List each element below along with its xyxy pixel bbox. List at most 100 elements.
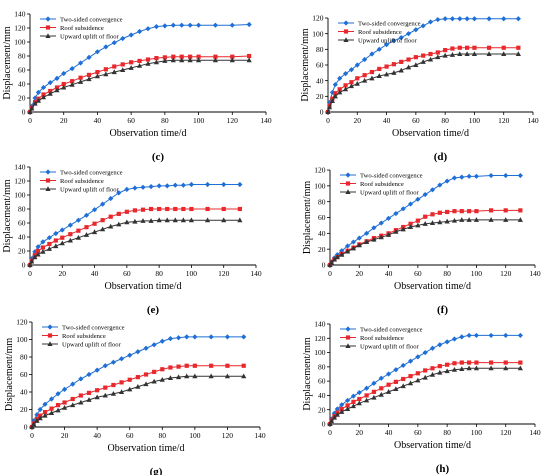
data-point-1 [393, 379, 398, 384]
data-point-1 [173, 206, 178, 212]
data-point-1 [369, 69, 375, 75]
data-point-2 [94, 394, 100, 400]
data-point-1 [423, 214, 428, 219]
y-tick-label: 0 [320, 108, 324, 117]
legend-marker-0 [45, 16, 51, 22]
data-point-1 [430, 366, 435, 371]
data-point-0 [69, 66, 75, 72]
x-tick-label: 40 [93, 431, 101, 440]
data-point-1 [184, 363, 189, 368]
data-point-2 [40, 248, 46, 254]
y-tick-label: 20 [316, 92, 324, 101]
data-point-0 [180, 182, 186, 188]
y-tick-label: 20 [18, 94, 26, 103]
data-point-2 [325, 109, 331, 114]
y-axis-label: Displacement/mm [302, 337, 313, 411]
data-point-1 [205, 206, 210, 212]
data-point-0 [135, 349, 141, 355]
data-point-1 [406, 57, 411, 62]
data-point-2 [515, 51, 521, 57]
data-point-0 [437, 342, 443, 348]
data-point-0 [348, 67, 355, 73]
data-point-2 [91, 229, 98, 235]
data-point-1 [501, 45, 506, 50]
data-point-2 [241, 373, 247, 379]
data-point-1 [111, 382, 116, 388]
data-point-0 [59, 227, 65, 233]
x-axis-label: Observation time/d [394, 281, 471, 292]
x-tick-label: 100 [189, 431, 201, 440]
x-tick-label: 60 [127, 116, 135, 125]
data-point-2 [47, 91, 53, 96]
legend-marker-0 [343, 20, 349, 26]
data-point-1 [415, 218, 420, 223]
data-point-2 [422, 374, 428, 380]
legend-marker-1 [345, 181, 351, 186]
x-tick-label: 60 [414, 269, 422, 278]
data-point-0 [120, 35, 126, 42]
x-tick-label: 100 [193, 116, 205, 125]
data-point-2 [143, 381, 149, 387]
data-point-1 [452, 361, 457, 366]
data-point-2 [517, 217, 523, 222]
data-point-0 [435, 16, 441, 23]
legend-entry-2: Upward uplift of floor [358, 37, 418, 44]
data-point-2 [156, 217, 162, 223]
data-point-0 [100, 201, 106, 207]
panel-label: (f) [437, 304, 448, 316]
legend-marker-1 [345, 335, 351, 340]
series-line-0 [29, 184, 240, 266]
data-point-2 [376, 73, 382, 78]
data-point-2 [127, 386, 133, 392]
data-point-1 [459, 209, 464, 214]
data-point-1 [140, 207, 146, 212]
data-point-2 [342, 86, 349, 92]
data-point-2 [221, 217, 227, 223]
data-point-1 [41, 92, 46, 97]
data-point-0 [420, 23, 426, 29]
data-point-1 [415, 371, 420, 376]
data-point-2 [356, 242, 362, 248]
x-tick-label: 0 [328, 428, 332, 437]
x-tick-label: 60 [414, 428, 422, 437]
data-point-1 [179, 54, 184, 59]
series-line-1 [31, 365, 244, 428]
y-tick-label: 80 [318, 197, 326, 206]
data-point-0 [473, 173, 480, 179]
y-tick-label: 20 [20, 405, 28, 414]
data-point-0 [486, 16, 492, 22]
x-tick-label: 20 [354, 116, 362, 125]
data-point-0 [40, 84, 47, 91]
data-point-0 [398, 34, 404, 41]
data-point-0 [91, 207, 98, 213]
data-point-0 [444, 178, 450, 184]
x-tick-label: 40 [94, 116, 102, 125]
x-tick-label: 80 [161, 116, 169, 125]
data-point-2 [46, 246, 52, 251]
data-point-0 [378, 375, 384, 381]
data-point-2 [151, 378, 157, 384]
data-point-2 [136, 63, 143, 68]
data-point-1 [384, 64, 389, 69]
data-point-2 [188, 217, 195, 223]
x-tick-label: 40 [383, 116, 391, 125]
x-tick-label: 60 [412, 116, 420, 125]
y-axis-label: Displacement/mm [302, 181, 313, 255]
data-point-2 [48, 410, 55, 415]
data-point-2 [471, 51, 478, 57]
x-tick-label: 80 [155, 269, 163, 278]
data-point-0 [385, 371, 392, 377]
data-point-1 [132, 208, 138, 213]
data-point-2 [473, 365, 480, 371]
data-point-1 [221, 206, 226, 212]
x-tick-label: 100 [186, 269, 198, 278]
x-tick-label: 120 [218, 269, 230, 278]
data-point-2 [393, 228, 399, 234]
data-point-2 [378, 234, 384, 240]
data-point-0 [466, 173, 472, 179]
data-point-1 [145, 57, 151, 62]
data-point-1 [70, 396, 75, 402]
data-point-2 [449, 52, 456, 57]
data-point-1 [48, 88, 53, 94]
data-point-0 [503, 172, 509, 179]
